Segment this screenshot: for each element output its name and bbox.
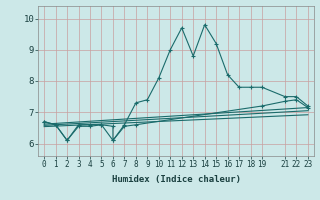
X-axis label: Humidex (Indice chaleur): Humidex (Indice chaleur) xyxy=(111,175,241,184)
